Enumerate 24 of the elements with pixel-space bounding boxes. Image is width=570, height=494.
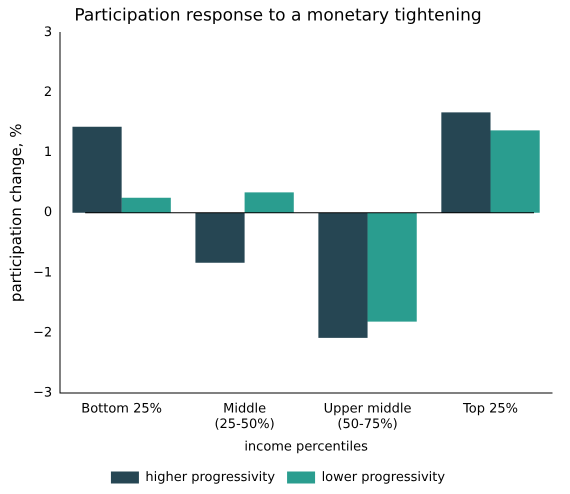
bar [122, 198, 171, 213]
y-tick-label: 2 [44, 84, 52, 100]
chart-title: Participation response to a monetary tightening [74, 6, 482, 26]
bar [244, 192, 294, 213]
y-tick-label: −3 [32, 386, 52, 401]
bar [441, 112, 491, 213]
x-tick-label: Upper middle (50-75%) [324, 401, 412, 432]
x-axis-title: income percentiles [244, 440, 368, 455]
bar [318, 212, 368, 338]
legend-label: higher progressivity [145, 470, 276, 485]
x-tick-label: Bottom 25% [81, 401, 162, 416]
bar [368, 212, 417, 322]
y-tick-label: −1 [32, 265, 52, 280]
y-tick-label: 1 [44, 145, 52, 160]
x-tick-label: Middle (25-50%) [214, 401, 275, 432]
y-axis-title: participation change, % [6, 124, 25, 302]
y-tick-label: 0 [44, 205, 52, 220]
bar [72, 126, 122, 213]
bar [195, 212, 245, 263]
legend-label: lower progressivity [322, 470, 446, 485]
bar [490, 130, 540, 213]
y-tick-label: 3 [44, 24, 52, 40]
x-tick-label: Top 25% [462, 401, 518, 416]
y-tick-label: −2 [32, 325, 52, 340]
